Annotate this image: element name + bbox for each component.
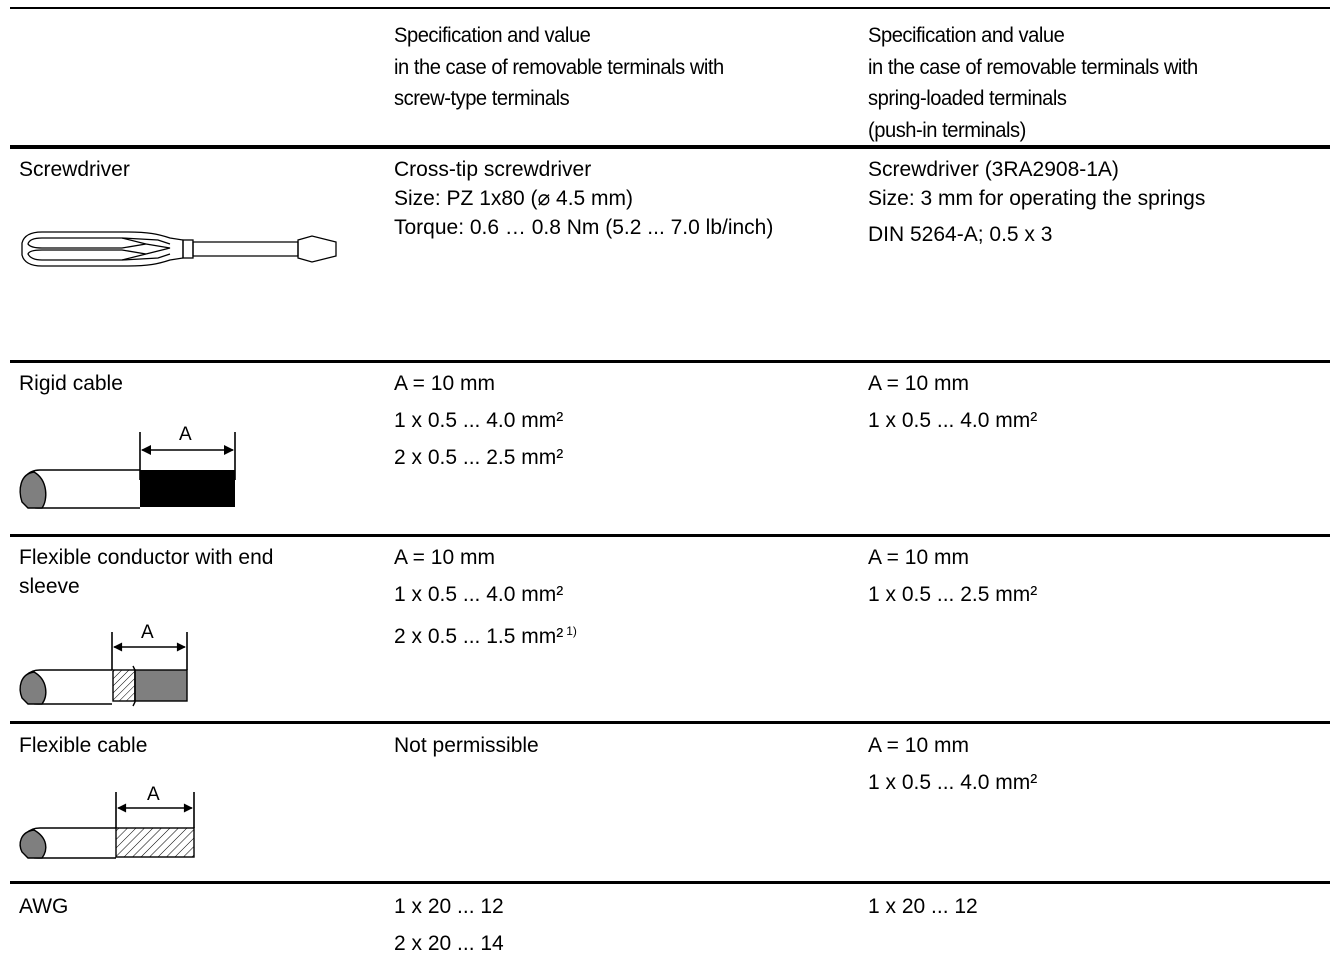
- spec-line: 2 x 0.5 ... 2.5 mm²: [394, 446, 564, 469]
- rigid-cable-icon: A: [19, 424, 236, 509]
- header-line: in the case of removable terminals with: [868, 55, 1198, 79]
- flexible-cable-icon: A: [19, 784, 195, 859]
- spec-line: A = 10 mm: [868, 546, 969, 569]
- spec-line: Size: 3 mm for operating the springs: [868, 187, 1206, 210]
- spec-line: A = 10 mm: [394, 546, 495, 569]
- flexible-end-sleeve-screw-spec: A = 10 mm 1 x 0.5 ... 4.0 mm² 2 x 0.5 ..…: [394, 543, 577, 651]
- header-screw-type: Specification and value in the case of r…: [394, 20, 724, 115]
- spec-line: Size: PZ 1x80 (⌀ 4.5 mm): [394, 187, 634, 210]
- header-line: Specification and value: [394, 24, 591, 47]
- row-label-screwdriver: Screwdriver: [19, 158, 130, 181]
- spec-line: 2 x 0.5 ... 1.5 mm² 1): [394, 617, 577, 651]
- spec-text: 2 x 0.5 ... 1.5 mm²: [394, 625, 564, 648]
- dimension-label: A: [179, 424, 192, 445]
- table-top-rule: [10, 7, 1330, 9]
- spec-line: Cross-tip screwdriver: [394, 158, 592, 181]
- spec-line: 1 x 20 ... 12: [868, 895, 978, 918]
- row-rule: [10, 881, 1330, 884]
- row-rule: [10, 721, 1330, 724]
- dimension-label: A: [141, 622, 154, 643]
- spec-line: A = 10 mm: [868, 372, 969, 395]
- spec-line: 1 x 0.5 ... 4.0 mm²: [394, 409, 564, 432]
- spec-line: 2 x 20 ... 14: [394, 932, 504, 955]
- header-rule: [10, 145, 1330, 149]
- spec-line: Not permissible: [394, 734, 539, 757]
- screwdriver-screw-spec: Cross-tip screwdriver Size: PZ 1x80 (⌀ 4…: [394, 155, 773, 242]
- spec-line: DIN 5264-A; 0.5 x 3: [868, 223, 1053, 246]
- header-line: (push-in terminals): [868, 118, 1026, 142]
- row-label-flexible-cable: Flexible cable: [19, 734, 148, 757]
- spec-line: Screwdriver (3RA2908-1A): [868, 158, 1119, 181]
- rigid-cable-push-in-spec: A = 10 mm 1 x 0.5 ... 4.0 mm²: [868, 369, 1037, 435]
- spec-text: 1 x 0.5 ... 4.0 mm²: [394, 583, 564, 606]
- label-line: sleeve: [19, 575, 80, 598]
- flexible-cable-screw-spec: Not permissible: [394, 731, 539, 760]
- spec-line: A = 10 mm: [868, 734, 969, 757]
- label-line: Flexible conductor with end: [19, 546, 274, 569]
- screwdriver-icon: [21, 231, 337, 267]
- spec-line: 1 x 20 ... 12: [394, 895, 504, 918]
- row-label-rigid-cable: Rigid cable: [19, 372, 123, 395]
- header-line: screw-type terminals: [394, 87, 570, 110]
- spec-line: 1 x 0.5 ... 4.0 mm²: [868, 771, 1038, 794]
- header-line: spring-loaded terminals: [868, 87, 1067, 110]
- row-label-awg: AWG: [19, 895, 69, 918]
- screwdriver-push-in-spec: Screwdriver (3RA2908-1A) Size: 3 mm for …: [868, 155, 1205, 249]
- spec-line: 1 x 0.5 ... 2.5 mm²: [868, 583, 1038, 606]
- awg-screw-spec: 1 x 20 ... 12 2 x 20 ... 14: [394, 892, 504, 958]
- spec-line: A = 10 mm: [394, 372, 495, 395]
- header-push-in: Specification and value in the case of r…: [868, 20, 1198, 146]
- header-line: in the case of removable terminals with: [394, 55, 724, 79]
- rigid-cable-screw-spec: A = 10 mm 1 x 0.5 ... 4.0 mm² 2 x 0.5 ..…: [394, 369, 563, 472]
- spec-line: 1 x 0.5 ... 4.0 mm²: [394, 580, 577, 609]
- dimension-label: A: [147, 784, 160, 805]
- footnote-marker: 1): [566, 624, 577, 638]
- flexible-end-sleeve-push-in-spec: A = 10 mm 1 x 0.5 ... 2.5 mm²: [868, 543, 1037, 609]
- row-rule: [10, 534, 1330, 537]
- spec-line: 1 x 0.5 ... 4.0 mm²: [868, 409, 1038, 432]
- spec-line: Torque: 0.6 … 0.8 Nm (5.2 ... 7.0 lb/inc…: [394, 216, 774, 239]
- flexible-cable-push-in-spec: A = 10 mm 1 x 0.5 ... 4.0 mm²: [868, 731, 1037, 797]
- row-rule: [10, 360, 1330, 363]
- header-line: Specification and value: [868, 24, 1065, 47]
- flexible-conductor-end-sleeve-icon: A: [19, 622, 188, 707]
- awg-push-in-spec: 1 x 20 ... 12: [868, 892, 978, 921]
- row-label-flexible-end-sleeve: Flexible conductor with end sleeve: [19, 543, 273, 601]
